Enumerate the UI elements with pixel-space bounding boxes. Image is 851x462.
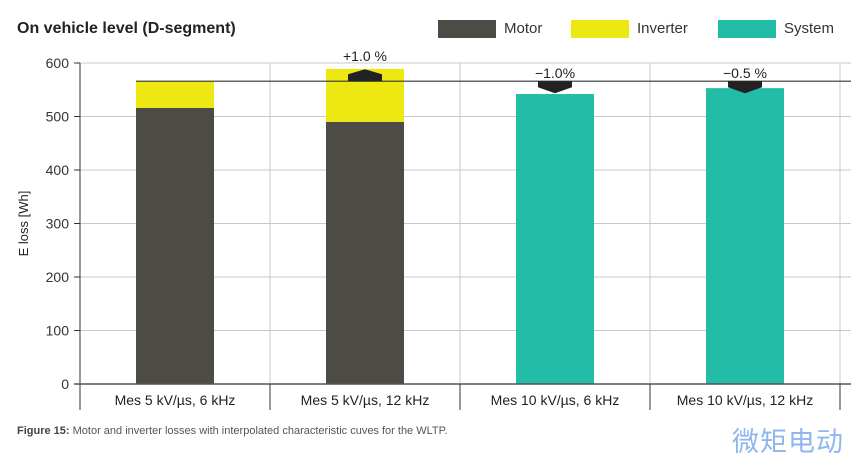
legend-item-motor: Motor [438, 19, 542, 38]
legend-label: Motor [504, 20, 543, 37]
bar-system [706, 88, 784, 385]
up-arrow-marker [348, 69, 382, 82]
y-tick-label: 500 [46, 109, 70, 125]
x-tick-label: Mes 5 kV/µs, 12 kHz [301, 392, 430, 408]
y-tick-label: 200 [46, 269, 70, 285]
caption-text: Motor and inverter losses with interpola… [69, 425, 448, 437]
x-tick-label: Mes 5 kV/µs, 6 kHz [115, 392, 236, 408]
legend-item-system: System [718, 19, 834, 38]
legend-swatch [571, 19, 629, 38]
legend-swatch [438, 19, 496, 38]
legend-item-inverter: Inverter [571, 19, 688, 38]
y-tick-label: 600 [46, 55, 70, 71]
change-label: −0.5 % [723, 65, 767, 81]
y-tick-label: 0 [61, 376, 69, 392]
change-label: −1.0% [535, 65, 575, 81]
legend-swatch [718, 19, 776, 38]
bar-motor [326, 121, 404, 384]
x-tick-label: Mes 10 kV/µs, 6 kHz [491, 392, 620, 408]
caption-label: Figure 15: [17, 425, 70, 437]
y-tick-label: 100 [46, 323, 70, 339]
x-tick-label: Mes 10 kV/µs, 12 kHz [677, 392, 813, 408]
down-arrow-marker [728, 81, 762, 94]
figure-caption: Figure 15: Motor and inverter losses wit… [17, 425, 448, 437]
bar-system [516, 94, 594, 384]
watermark: 微矩电动 [732, 427, 844, 457]
down-arrow-marker [538, 81, 572, 94]
change-label: +1.0 % [343, 48, 387, 64]
bar-motor [136, 107, 214, 384]
y-tick-label: 300 [46, 216, 70, 232]
bar-inverter [136, 81, 214, 108]
legend-label: System [784, 20, 835, 37]
y-axis-label: E loss [Wh] [16, 191, 31, 257]
y-tick-label: 400 [46, 162, 70, 178]
chart-title: On vehicle level (D-segment) [17, 20, 236, 37]
legend-label: Inverter [637, 20, 688, 37]
